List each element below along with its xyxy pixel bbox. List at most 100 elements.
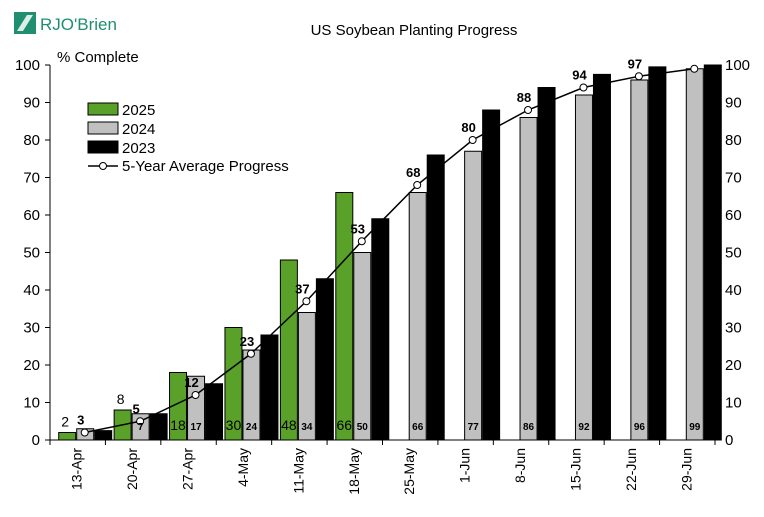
label-2025: 48 (281, 417, 297, 433)
label-2025-top: 2 (61, 414, 69, 430)
bar-2025 (169, 372, 188, 441)
label-average: 80 (461, 120, 475, 135)
y-tick-label-right: 100 (725, 57, 750, 74)
bar-2023 (205, 383, 224, 441)
label-average: 97 (628, 56, 642, 71)
bar-2024 (574, 94, 593, 441)
average-point (690, 64, 699, 73)
label-2024: 7 (138, 422, 144, 433)
label-average: 12 (184, 375, 198, 390)
label-2024: 99 (689, 422, 701, 433)
x-tick-label: 22-Jun (623, 448, 639, 491)
y-tick-label-right: 40 (725, 282, 742, 299)
label-2024: 77 (468, 422, 480, 433)
label-2025: 66 (337, 417, 353, 433)
label-2024: 50 (357, 422, 369, 433)
y-tick-label-left: 40 (23, 282, 40, 299)
average-line (80, 64, 699, 437)
y-tick-label-left: 100 (15, 57, 40, 74)
axes: 0 0 10 10 20 20 30 30 40 40 50 50 60 60 70 70 80 80 90 90 10… (15, 57, 750, 495)
bar-2024 (519, 117, 538, 441)
bar-2025 (224, 327, 243, 441)
bar-2023 (426, 154, 445, 441)
legend-label: 2024 (122, 121, 155, 138)
y-tick-label-left: 90 (23, 95, 40, 112)
label-2024: 86 (523, 422, 535, 433)
legend-swatch-2023 (87, 140, 119, 154)
label-2025: 18 (170, 417, 186, 433)
label-2025-top: 8 (117, 391, 125, 407)
average-point (413, 181, 422, 189)
bar-2023 (94, 430, 113, 441)
chart-title: US Soybean Planting Progress (311, 22, 518, 39)
bar-2023 (648, 66, 667, 441)
average-point (302, 297, 311, 306)
x-tick-label: 1-Jun (457, 448, 473, 483)
data-labels: 18 30 48 66 7 17 24 34 50 66 77 86 92 96 99 2 8 3 5 12 23 37 5… (61, 56, 700, 433)
x-tick-label: 25-May (401, 448, 417, 495)
label-2024: 66 (412, 422, 424, 433)
y-tick-label-right: 0 (725, 432, 733, 449)
bar-2024 (630, 79, 649, 441)
bar-2025 (279, 259, 298, 441)
x-tick-label: 8-Jun (512, 448, 528, 483)
y-tick-label-left: 60 (23, 207, 40, 224)
bar-2023 (537, 87, 556, 441)
label-2024: 96 (634, 422, 646, 433)
x-tick-label: 13-Apr (69, 448, 85, 490)
label-average: 23 (240, 334, 254, 349)
legend-label: 2023 (122, 140, 155, 157)
label-2024: 92 (578, 422, 590, 433)
y-tick-label-left: 50 (23, 245, 40, 262)
bar-2024 (297, 312, 316, 441)
y-tick-label-left: 30 (23, 320, 40, 337)
y-tick-label-right: 10 (725, 395, 742, 412)
average-point (579, 83, 588, 92)
average-point (80, 428, 89, 437)
label-average: 88 (517, 90, 531, 105)
legend-swatch-2024 (87, 121, 119, 135)
x-tick-label: 18-May (346, 448, 362, 495)
legend-point-swatch (99, 162, 107, 170)
y-tick-label-right: 70 (725, 170, 742, 187)
y-tick-label-left: 10 (23, 395, 40, 412)
bar-2023 (371, 218, 390, 441)
bar-2023 (592, 73, 611, 441)
label-average: 68 (406, 165, 420, 180)
bars (58, 64, 722, 441)
bar-2023 (315, 278, 334, 441)
legend-label: 5-Year Average Progress (122, 158, 289, 175)
label-average: 94 (572, 68, 587, 83)
y-tick-label-right: 50 (725, 245, 742, 262)
bar-2023 (260, 334, 279, 441)
average-point (136, 417, 145, 426)
y-tick-label-left: 70 (23, 170, 40, 187)
average-point (357, 237, 366, 246)
label-average: 53 (351, 221, 365, 236)
bar-2024 (685, 68, 704, 441)
y-tick-label-right: 20 (725, 357, 742, 374)
logo-text: RJO'Brien (40, 15, 117, 34)
bar-2025 (335, 192, 354, 441)
label-average: 37 (295, 281, 309, 296)
label-2024: 17 (190, 422, 202, 433)
x-tick-label: 29-Jun (678, 448, 694, 491)
bar-2023 (149, 413, 168, 441)
y-tick-label-right: 90 (725, 95, 742, 112)
y-tick-label-left: 80 (23, 132, 40, 149)
x-tick-label: 4-May (235, 448, 251, 487)
average-point (246, 349, 255, 358)
bar-2024 (408, 192, 427, 441)
y-tick-label-left: 0 (32, 432, 40, 449)
average-point (634, 72, 643, 81)
x-tick-label: 27-Apr (180, 448, 196, 490)
label-2024: 24 (246, 422, 258, 433)
average-point (191, 391, 200, 399)
y-tick-label-right: 30 (725, 320, 742, 337)
brand-logo: RJO'Brien (14, 12, 117, 34)
legend-label: 2025 (122, 102, 155, 119)
x-tick-label: 20-Apr (124, 448, 140, 490)
y-axis-label: % Complete (57, 49, 139, 66)
